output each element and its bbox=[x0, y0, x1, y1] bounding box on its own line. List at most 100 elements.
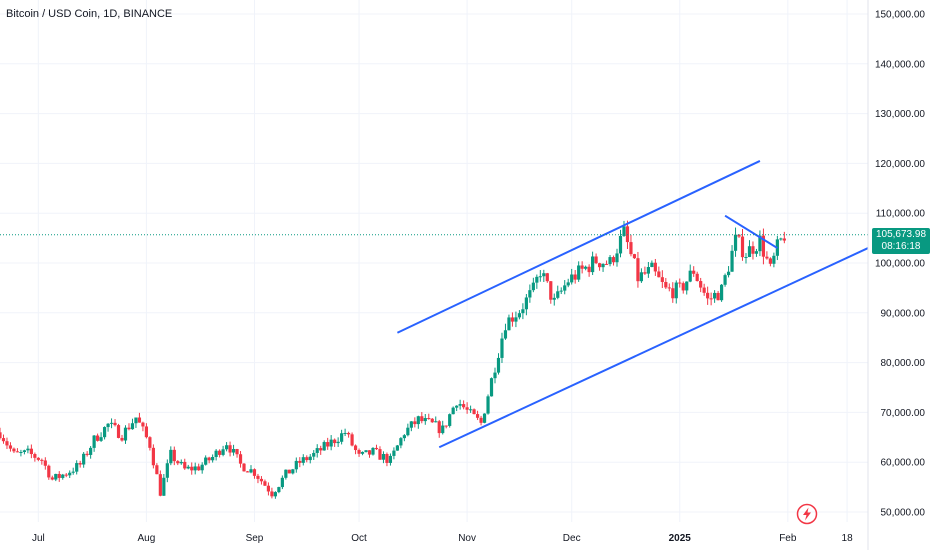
chart-title: Bitcoin / USD Coin, 1D, BINANCE bbox=[6, 8, 173, 20]
candle-body bbox=[190, 466, 194, 471]
y-tick-label: 100,000.00 bbox=[875, 259, 925, 270]
candle-body bbox=[263, 481, 267, 486]
candle-body bbox=[120, 437, 124, 441]
candle-body bbox=[587, 266, 591, 273]
candle-body bbox=[782, 238, 786, 241]
candle-body bbox=[406, 427, 410, 436]
candle-body bbox=[371, 447, 375, 455]
candle-body bbox=[559, 290, 563, 292]
candle-body bbox=[43, 460, 47, 466]
candle-body bbox=[434, 421, 438, 423]
candle-body bbox=[779, 238, 783, 240]
x-tick-label: Oct bbox=[351, 533, 367, 544]
candle-body bbox=[618, 235, 623, 254]
candle-body bbox=[604, 263, 609, 265]
candle-body bbox=[674, 282, 678, 299]
candle-body bbox=[113, 422, 117, 426]
candle-body bbox=[148, 437, 152, 448]
candle-body bbox=[486, 396, 490, 414]
candle-body bbox=[591, 256, 595, 273]
candle-body bbox=[315, 448, 319, 453]
candle-body bbox=[503, 330, 508, 339]
candle-body bbox=[423, 418, 427, 422]
trendline[interactable] bbox=[396, 160, 761, 334]
candle-body bbox=[235, 449, 239, 455]
candle-body bbox=[252, 469, 257, 476]
candle-body bbox=[186, 466, 190, 469]
candle-body bbox=[287, 469, 291, 474]
candle-body bbox=[475, 414, 480, 418]
candle-body bbox=[719, 284, 724, 301]
candle-body bbox=[305, 457, 309, 461]
candle-body bbox=[155, 465, 159, 475]
candle-body bbox=[688, 270, 692, 282]
candle-body bbox=[158, 474, 162, 496]
candle-body bbox=[639, 272, 644, 282]
candle-body bbox=[758, 235, 762, 252]
tradingview-lightning-icon[interactable] bbox=[796, 503, 818, 525]
candle-body bbox=[479, 417, 483, 423]
candle-body bbox=[692, 270, 696, 274]
candle-body bbox=[611, 257, 616, 263]
candle-body bbox=[653, 262, 657, 272]
candle-body bbox=[291, 469, 295, 474]
candle-body bbox=[465, 407, 469, 410]
trendline[interactable] bbox=[724, 214, 778, 249]
candle-body bbox=[754, 251, 759, 254]
candle-body bbox=[678, 282, 682, 284]
candle-body bbox=[552, 297, 556, 300]
candle-body bbox=[399, 438, 403, 446]
candle-body bbox=[740, 236, 745, 258]
candle-body bbox=[144, 426, 149, 438]
candle-body bbox=[556, 291, 560, 298]
candle-body bbox=[545, 273, 549, 282]
candle-body bbox=[207, 457, 211, 461]
x-tick-label: Aug bbox=[138, 533, 156, 544]
trendline[interactable] bbox=[438, 247, 869, 449]
candle-body bbox=[259, 478, 264, 482]
candle-body bbox=[0, 432, 2, 439]
candle-body bbox=[726, 271, 731, 276]
candle-body bbox=[594, 256, 598, 264]
x-tick-label: 2025 bbox=[669, 533, 692, 544]
candle-body bbox=[597, 263, 602, 268]
candle-body bbox=[681, 283, 685, 291]
y-tick-label: 140,000.00 bbox=[875, 59, 925, 70]
candle-body bbox=[280, 477, 284, 488]
y-tick-label: 150,000.00 bbox=[875, 10, 925, 21]
candle-body bbox=[47, 465, 51, 478]
candle-body bbox=[33, 454, 37, 458]
candle-body bbox=[685, 281, 689, 291]
candle-body bbox=[89, 447, 93, 455]
candle-body bbox=[657, 271, 661, 278]
y-tick-label: 70,000.00 bbox=[881, 408, 926, 419]
candle-body bbox=[224, 445, 229, 450]
candle-body bbox=[451, 407, 455, 415]
candle-body bbox=[496, 357, 501, 373]
candle-body bbox=[78, 463, 82, 465]
candle-body bbox=[367, 450, 372, 455]
candle-body bbox=[709, 298, 713, 300]
candle-body bbox=[514, 317, 518, 322]
candle-body bbox=[12, 448, 16, 452]
candle-body bbox=[301, 457, 305, 463]
candle-body bbox=[455, 405, 459, 408]
candle-body bbox=[22, 450, 27, 453]
candle-body bbox=[211, 456, 215, 461]
candle-body bbox=[493, 372, 497, 379]
candle-body bbox=[580, 265, 584, 269]
candle-body bbox=[137, 417, 142, 423]
candle-body bbox=[713, 292, 717, 299]
candle-body bbox=[336, 441, 340, 444]
x-tick-label: 18 bbox=[842, 533, 854, 544]
candle-body bbox=[768, 258, 772, 264]
candle-body bbox=[8, 445, 13, 449]
candle-body bbox=[256, 475, 260, 479]
candle-body bbox=[744, 257, 748, 259]
candle-body bbox=[629, 242, 633, 255]
candle-body bbox=[340, 433, 344, 442]
candle-body bbox=[343, 432, 347, 434]
candle-body bbox=[270, 491, 274, 497]
